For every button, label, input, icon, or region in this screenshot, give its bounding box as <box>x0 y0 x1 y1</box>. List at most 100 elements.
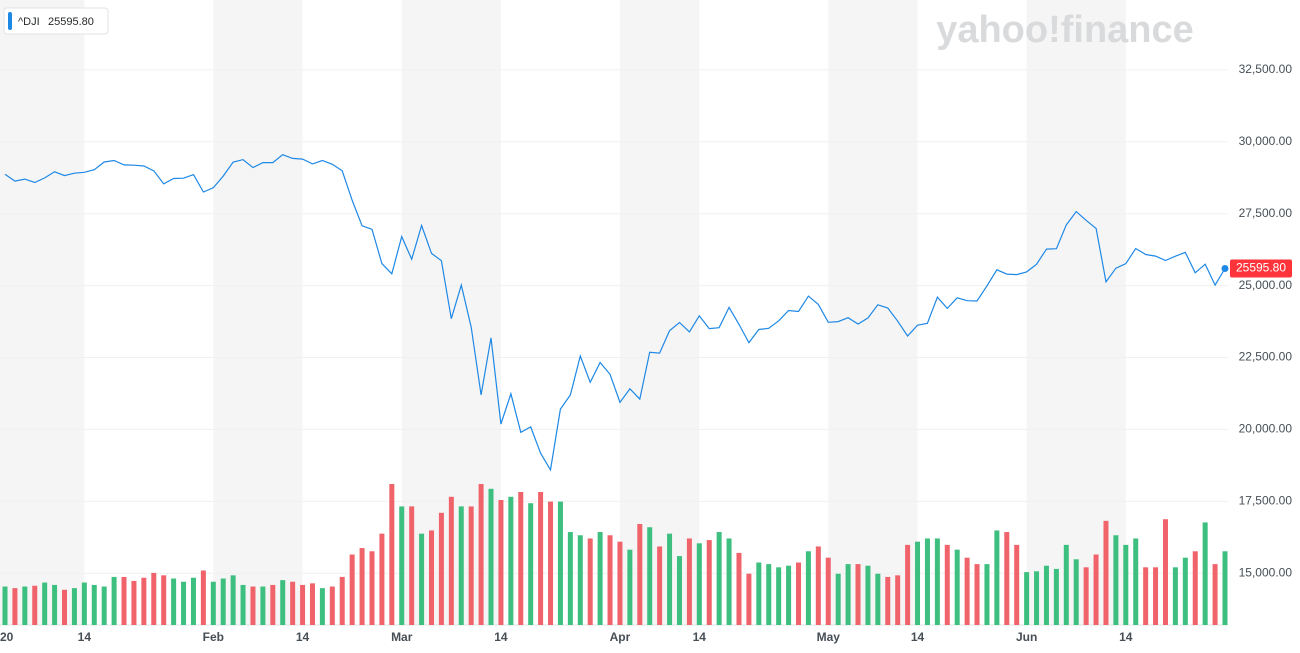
volume-bar <box>260 586 266 625</box>
volume-bar <box>319 588 325 625</box>
x-tick-label: 14 <box>494 630 508 644</box>
volume-bar <box>915 541 921 625</box>
volume-bar <box>885 576 891 625</box>
volume-bar <box>1162 519 1168 625</box>
volume-bar <box>637 524 643 625</box>
volume-bar <box>349 554 355 625</box>
legend-value: 25595.80 <box>48 16 94 28</box>
volume-bar <box>230 575 236 625</box>
volume-bar <box>954 549 960 625</box>
volume-bar <box>577 535 583 625</box>
volume-bar <box>736 552 742 625</box>
volume-bar <box>359 548 365 625</box>
volume-bar <box>12 588 18 625</box>
volume-bar <box>905 544 911 625</box>
x-tick-label: 20 <box>0 630 14 644</box>
volume-bar <box>994 530 1000 625</box>
volume-bar <box>1212 564 1218 625</box>
volume-bar <box>934 538 940 625</box>
volume-bar <box>587 538 593 625</box>
volume-bar <box>805 551 811 625</box>
volume-bar <box>389 483 395 625</box>
last-point <box>1221 264 1229 272</box>
x-tick-label: 14 <box>693 630 707 644</box>
period-band <box>619 0 700 625</box>
volume-bar <box>438 512 444 625</box>
volume-bar <box>1222 551 1228 625</box>
watermark: yahoo!finance <box>936 9 1194 51</box>
volume-bar <box>121 576 127 625</box>
volume-bar <box>42 582 48 625</box>
volume-bar <box>101 586 107 625</box>
y-tick-label: 15,000.00 <box>1239 565 1293 579</box>
x-tick-label: Apr <box>610 630 631 644</box>
volume-bar <box>597 532 603 625</box>
x-tick-label: Mar <box>391 630 413 644</box>
x-tick-label: Feb <box>203 630 224 644</box>
volume-bar <box>944 544 950 625</box>
volume-bar <box>1103 520 1109 625</box>
volume-bar <box>746 573 752 625</box>
volume-bar <box>448 496 454 625</box>
volume-bar <box>825 557 831 625</box>
y-tick-label: 25,000.00 <box>1239 278 1293 292</box>
volume-bar <box>22 586 28 625</box>
volume-bar <box>815 546 821 625</box>
volume-bar <box>528 503 534 625</box>
y-tick-label: 32,500.00 <box>1239 62 1293 76</box>
volume-bar <box>250 586 256 625</box>
volume-bar <box>280 580 286 625</box>
volume-bar <box>647 527 653 625</box>
volume-bar <box>240 584 246 625</box>
volume-bar <box>131 580 137 625</box>
volume-bar <box>220 578 226 625</box>
volume-bar <box>181 581 187 625</box>
volume-bar <box>855 564 861 625</box>
volume-bar <box>1113 535 1119 625</box>
legend-name: ^DJI <box>18 16 40 28</box>
volume-bar <box>845 564 851 625</box>
volume-bar <box>1004 532 1010 625</box>
volume-bar <box>1153 567 1159 625</box>
y-tick-label: 17,500.00 <box>1239 493 1293 507</box>
volume-bar <box>141 577 147 625</box>
volume-bar <box>399 506 405 625</box>
volume-bar <box>1014 544 1020 625</box>
x-tick-label: May <box>817 630 841 644</box>
volume-bar <box>1202 522 1208 625</box>
legend-box <box>3 7 109 35</box>
volume-bar <box>607 535 613 625</box>
volume-bar <box>1063 544 1069 625</box>
volume-bar <box>429 530 435 625</box>
volume-bar <box>329 586 335 625</box>
volume-bar <box>409 506 415 625</box>
volume-bar <box>1053 568 1059 625</box>
volume-bar <box>210 581 216 625</box>
band-layer <box>0 0 1228 626</box>
price-line <box>4 154 1226 472</box>
volume-bar <box>1093 554 1099 625</box>
volume-bar <box>71 588 77 625</box>
legend-swatch <box>8 12 12 30</box>
volume-bar <box>339 576 345 625</box>
x-tick-label: 14 <box>296 630 310 644</box>
volume-bar <box>786 565 792 625</box>
volume-bar <box>369 551 375 625</box>
volume-bar <box>111 576 117 625</box>
volume-bar <box>1073 559 1079 625</box>
volume-bar <box>686 538 692 625</box>
x-tick-label: 14 <box>911 630 925 644</box>
volume-bar <box>190 577 196 625</box>
volume-bar <box>548 501 554 625</box>
volume-bar <box>706 540 712 625</box>
volume-bar <box>538 491 544 625</box>
period-band <box>213 0 303 625</box>
volume-bar <box>1123 544 1129 625</box>
volume-bar <box>726 538 732 625</box>
volume-bar <box>488 488 494 625</box>
volume-bar <box>518 491 524 625</box>
volume-bar <box>508 496 514 625</box>
volume-bar <box>657 546 663 625</box>
volume-bar <box>1192 551 1198 625</box>
volume-bar <box>498 500 504 625</box>
